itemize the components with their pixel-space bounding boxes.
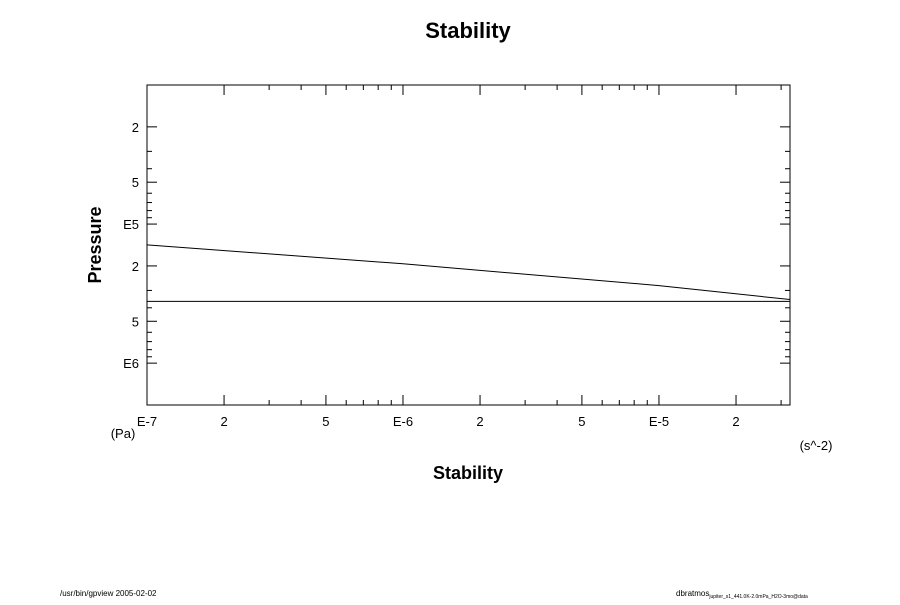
footer-right: dbratmosjupiter_s1_441.0K-2.0mPa_H2O-3mo… <box>676 589 808 600</box>
x-axis-unit: (s^-2) <box>800 438 833 453</box>
x-tick-label: E-6 <box>393 414 413 429</box>
x-tick-label: E-7 <box>137 414 157 429</box>
footer-right-sub: jupiter_s1_441.0K-2.0mPa_H2O-3mo@data <box>708 594 808 600</box>
y-tick-label: E6 <box>123 356 139 371</box>
y-tick-label: 2 <box>132 120 139 135</box>
x-tick-label: 2 <box>220 414 227 429</box>
footer-right-main: dbratmos <box>676 589 709 598</box>
x-tick-label: 5 <box>578 414 585 429</box>
x-tick-label: 2 <box>476 414 483 429</box>
footer-left: /usr/bin/gpview 2005-02-02 <box>60 589 157 598</box>
x-tick-label: 2 <box>732 414 739 429</box>
y-tick-label: E5 <box>123 217 139 232</box>
y-axis-label: Pressure <box>85 206 105 283</box>
x-tick-label: E-5 <box>649 414 669 429</box>
x-tick-label: 5 <box>322 414 329 429</box>
y-axis-unit: (Pa) <box>111 426 136 441</box>
y-tick-label: 5 <box>132 175 139 190</box>
x-axis-label: Stability <box>433 463 503 483</box>
chart-title: Stability <box>425 18 511 43</box>
y-tick-label: 2 <box>132 259 139 274</box>
y-tick-label: 5 <box>132 314 139 329</box>
data-line <box>146 244 791 301</box>
